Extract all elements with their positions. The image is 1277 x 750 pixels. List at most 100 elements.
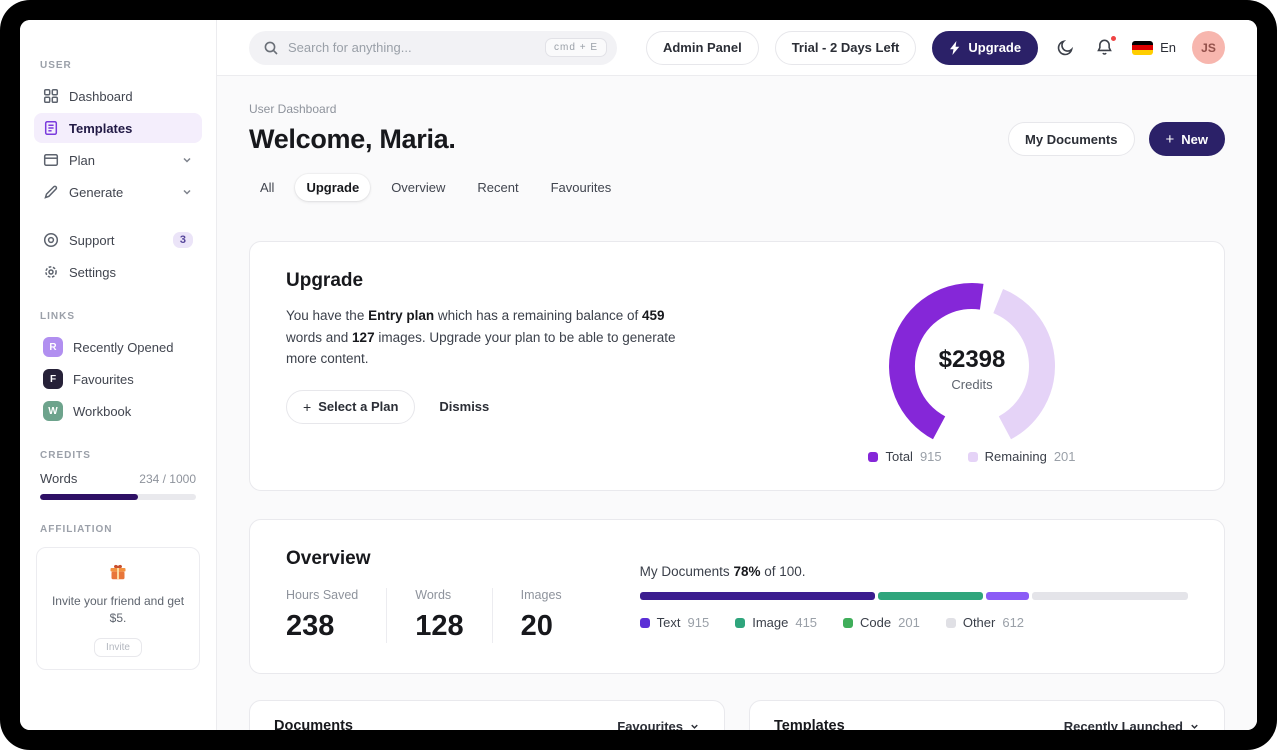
title-actions: My Documents + New (1008, 122, 1225, 156)
sidebar-item-generate[interactable]: Generate (34, 177, 202, 207)
user-avatar[interactable]: JS (1192, 31, 1225, 64)
gear-icon (43, 264, 59, 280)
pencil-icon (43, 184, 59, 200)
affiliation-text: Invite your friend and get $5. (51, 594, 185, 626)
templates-document-icon (43, 120, 59, 136)
dashboard-grid-icon (43, 88, 59, 104)
chevron-down-icon (181, 154, 193, 166)
sidebar-item-label: Recently Opened (73, 339, 174, 355)
tab-upgrade[interactable]: Upgrade (295, 174, 371, 201)
sidebar-item-templates[interactable]: Templates (34, 113, 202, 143)
invite-button[interactable]: Invite (94, 637, 142, 657)
gauge-arc-total (889, 283, 984, 440)
recently-opened-avatar: R (43, 337, 63, 357)
chevron-down-icon (181, 186, 193, 198)
upgrade-card-title: Upgrade (286, 270, 364, 291)
sidebar-link-favourites[interactable]: F Favourites (34, 364, 202, 394)
lightning-bolt-icon (949, 40, 961, 55)
stat-images: Images 20 (491, 588, 590, 643)
search-icon (263, 40, 279, 56)
legend-item-text: Text 915 (639, 615, 709, 630)
credits-gauge-chart: $2398 Credits (862, 270, 1082, 445)
gauge-center: $2398 Credits (862, 270, 1082, 392)
sidebar-item-label: Templates (69, 120, 133, 136)
bell-icon (1095, 38, 1114, 57)
gauge-label: Credits (951, 377, 993, 392)
documents-progress-text: My Documents 78% of 100. (639, 564, 806, 579)
select-plan-label: Select a Plan (318, 399, 399, 415)
legend-item-other: Other 612 (945, 615, 1024, 630)
upgrade-card: Upgrade You have the Entry plan which ha… (249, 241, 1225, 491)
upgrade-card-right: $2398 Credits Total 915 (716, 270, 1188, 464)
segment-image (878, 592, 983, 600)
sidebar-link-recently-opened[interactable]: R Recently Opened (34, 332, 202, 362)
usage-segmented-bar (639, 592, 1188, 600)
sidebar-section-credits: CREDITS (40, 450, 91, 461)
upgrade-card-left: Upgrade You have the Entry plan which ha… (286, 270, 716, 464)
sidebar-item-support[interactable]: Support 3 (34, 225, 202, 255)
notification-dot (1110, 35, 1118, 42)
upgrade-button-label: Upgrade (968, 40, 1022, 55)
legend-item-image: Image 415 (735, 615, 817, 630)
chevron-down-icon (1189, 721, 1200, 731)
tab-overview[interactable]: Overview (391, 180, 446, 195)
tab-recent[interactable]: Recent (477, 180, 519, 195)
search-input[interactable] (288, 40, 537, 55)
tab-all[interactable]: All (260, 180, 275, 195)
page-content: User Dashboard Welcome, Maria. My Docume… (217, 76, 1257, 730)
upgrade-button[interactable]: Upgrade (932, 30, 1039, 65)
segment-code (985, 592, 1030, 600)
admin-panel-button[interactable]: Admin Panel (645, 30, 759, 65)
new-button[interactable]: + New (1148, 122, 1225, 156)
tab-bar: All Upgrade Overview Recent Favourites (249, 174, 1225, 201)
credits-value: 234 / 1000 (139, 471, 196, 486)
gift-icon (108, 562, 128, 582)
favourites-avatar: F (43, 369, 63, 389)
dark-mode-toggle[interactable] (1054, 36, 1077, 59)
affiliation-card: Invite your friend and get $5. Invite (36, 547, 200, 670)
support-lifebuoy-icon (43, 232, 59, 248)
sidebar-item-plan[interactable]: Plan (34, 145, 202, 175)
search-bar[interactable]: cmd + E (249, 30, 617, 65)
stat-hours-saved: Hours Saved 238 (286, 588, 359, 642)
legend-item-total: Total 915 (868, 449, 942, 464)
my-documents-button[interactable]: My Documents (1008, 122, 1135, 156)
credits-progress-track (40, 494, 196, 500)
dismiss-button[interactable]: Dismiss (425, 390, 503, 424)
language-selector[interactable]: En (1132, 40, 1176, 55)
plus-icon: + (1165, 130, 1175, 148)
select-plan-button[interactable]: + Select a Plan (286, 389, 416, 424)
credits-label: Words (40, 471, 78, 486)
title-row: Welcome, Maria. My Documents + New (249, 122, 1225, 156)
documents-filter-dropdown[interactable]: Favourites (617, 719, 700, 730)
tab-favourites[interactable]: Favourites (550, 180, 612, 195)
segment-other (1032, 592, 1188, 600)
support-count-badge: 3 (172, 232, 193, 248)
sidebar-item-label: Workbook (73, 403, 132, 419)
sidebar-item-settings[interactable]: Settings (34, 257, 202, 287)
legend-item-remaining: Remaining 201 (967, 449, 1076, 464)
legend-swatch (868, 451, 879, 462)
sidebar-section-affiliation: AFFILIATION (40, 524, 113, 535)
gauge-legend: Total 915 Remaining 201 (868, 449, 1076, 464)
new-button-label: New (1181, 131, 1208, 147)
legend-swatch (843, 617, 854, 628)
overview-card-left: Overview Hours Saved 238 Words 128 (286, 548, 590, 643)
plus-icon: + (303, 398, 312, 415)
sidebar-item-label: Plan (69, 152, 96, 168)
sidebar-item-dashboard[interactable]: Dashboard (34, 81, 202, 111)
overview-card: Overview Hours Saved 238 Words 128 (249, 519, 1225, 674)
templates-card-header: Templates Recently Launched (750, 701, 1224, 730)
templates-filter-dropdown[interactable]: Recently Launched (1064, 719, 1200, 731)
documents-card-header: Documents Favourites (250, 701, 724, 730)
overview-card-title: Overview (286, 548, 371, 569)
notifications-button[interactable] (1093, 35, 1118, 59)
plan-window-icon (43, 152, 59, 168)
sidebar-link-workbook[interactable]: W Workbook (34, 396, 202, 426)
credits-progress-fill (40, 494, 139, 500)
usage-legend: Text 915 Image 415 Code 20 (639, 615, 1188, 630)
trial-status-button[interactable]: Trial - 2 Days Left (774, 30, 917, 65)
templates-card-title: Templates (774, 718, 845, 730)
documents-card: Documents Favourites Untitled Document (249, 700, 725, 730)
